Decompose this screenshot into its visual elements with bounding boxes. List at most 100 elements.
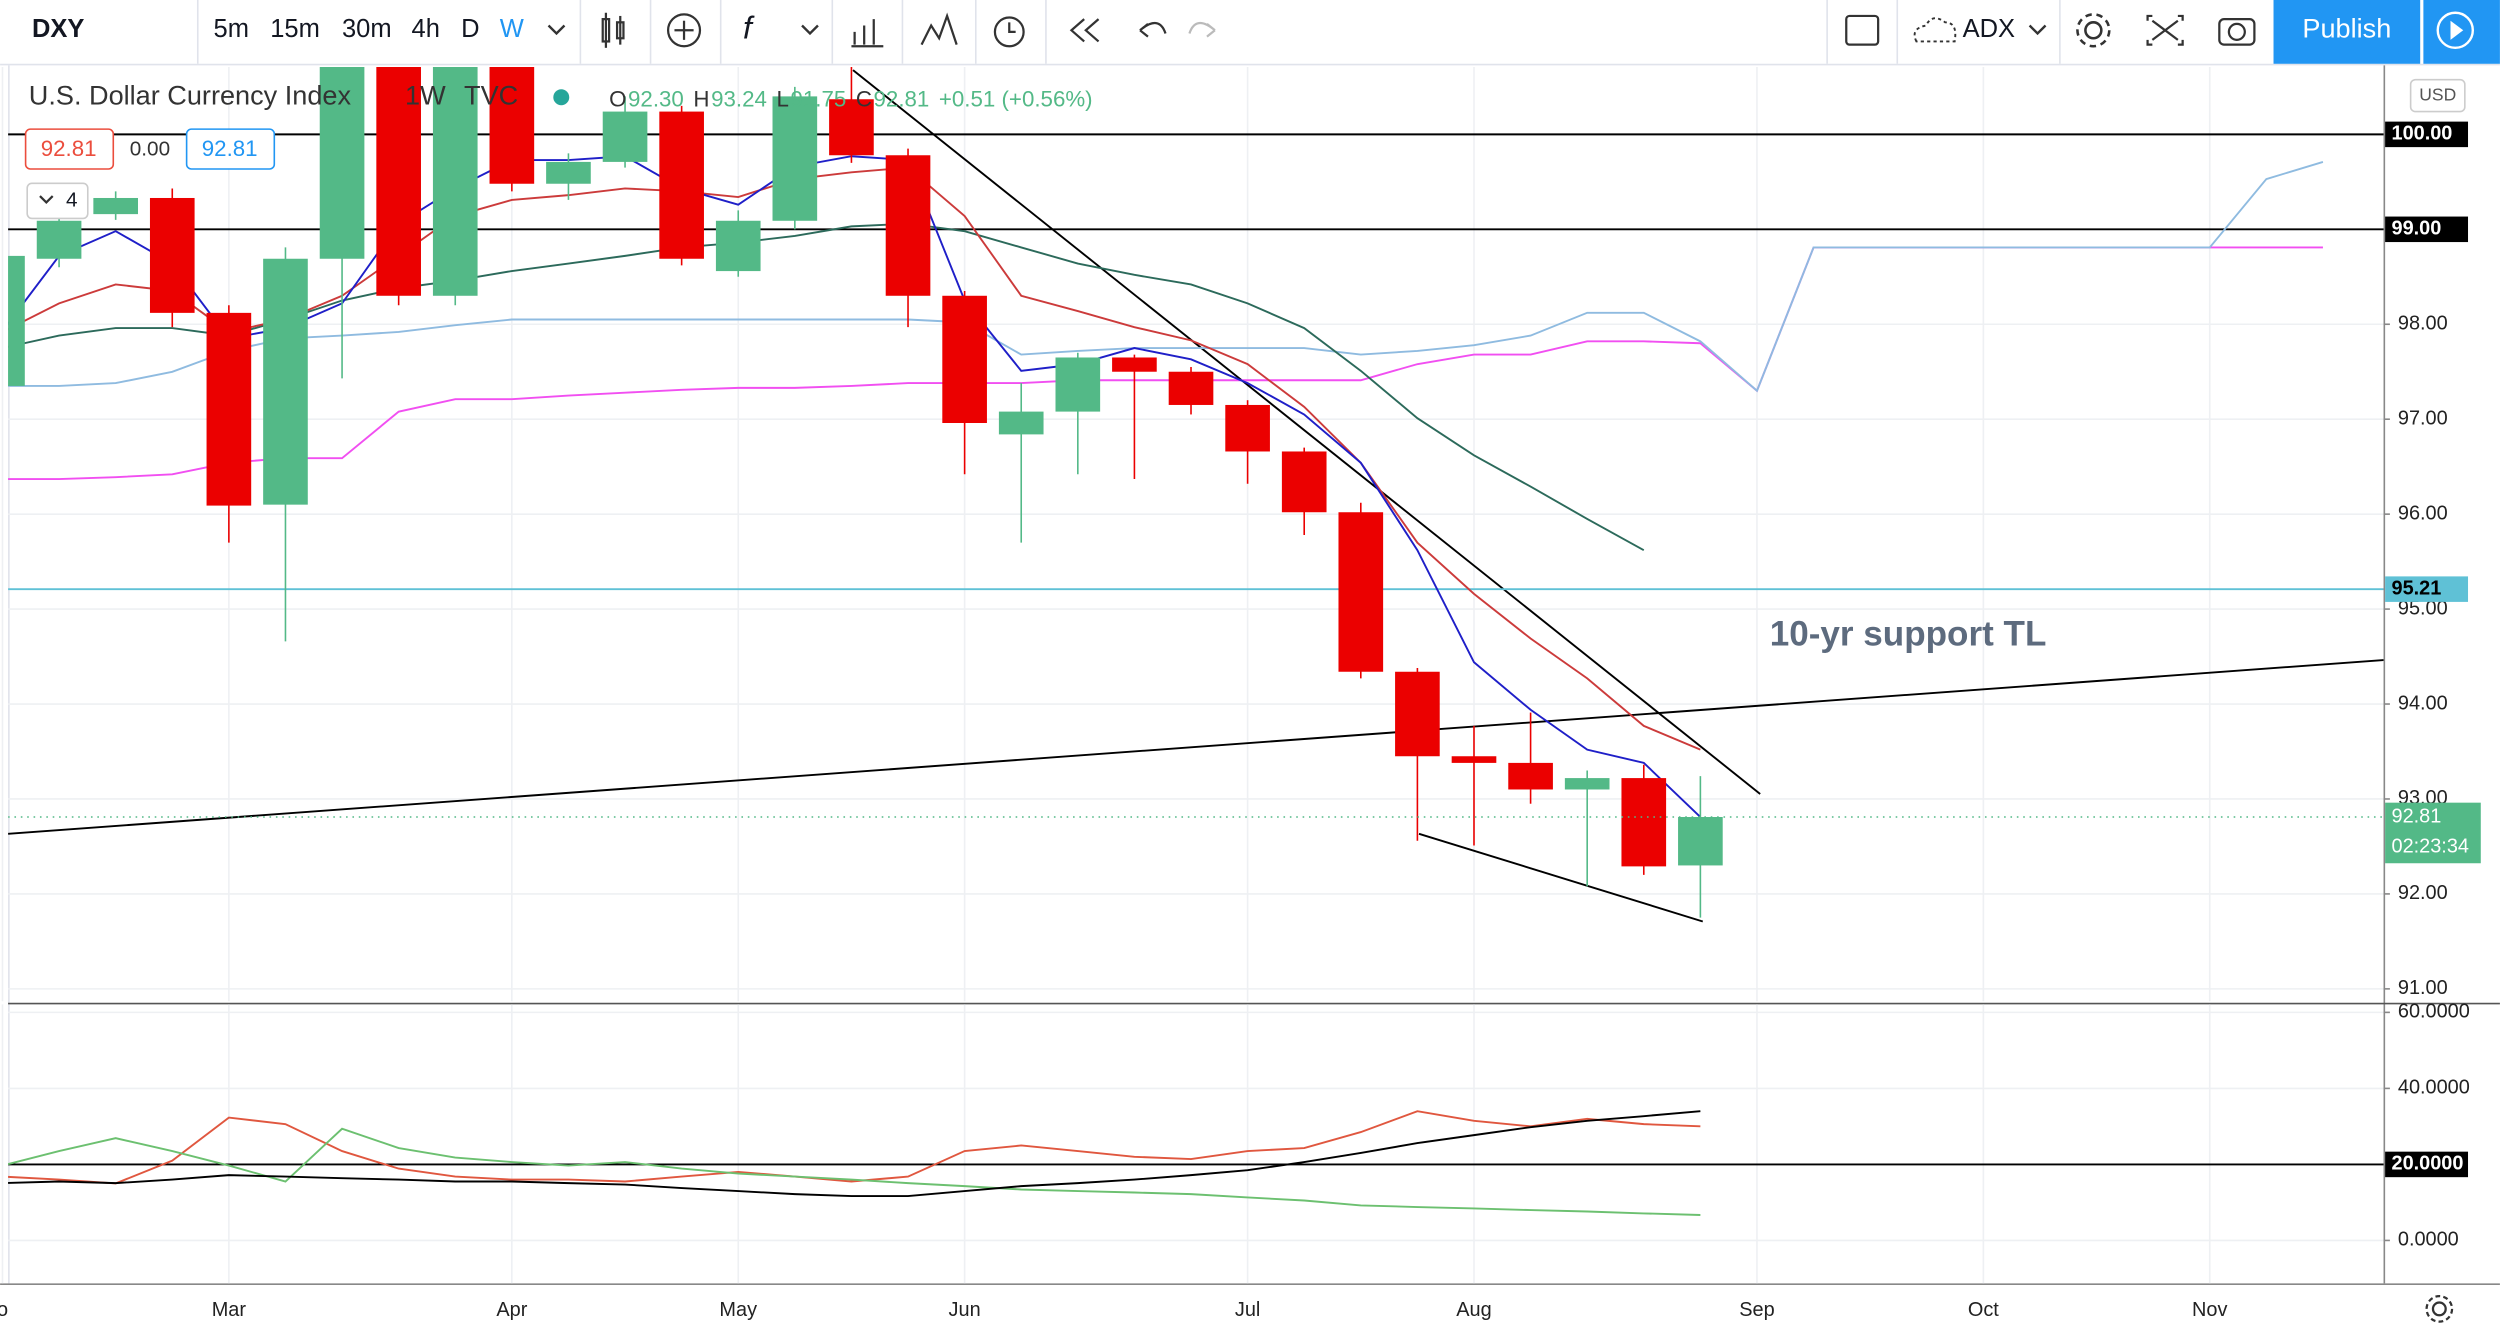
- candle-body: [8, 255, 25, 386]
- compare-icon[interactable]: [851, 19, 884, 48]
- candle-body: [602, 111, 648, 162]
- candle-body: [1338, 512, 1384, 672]
- candle-body: [659, 111, 704, 259]
- legend-title: U.S. Dollar Currency Index: [29, 79, 352, 110]
- y-tick-label: 98.00: [2398, 313, 2448, 335]
- main-plot: [8, 66, 2384, 923]
- publish-button[interactable]: [2273, 0, 2421, 64]
- adx-line: [8, 1110, 1701, 1197]
- candle-body: [1451, 756, 1497, 763]
- interval-active[interactable]: W: [500, 15, 524, 43]
- dropdown-icon[interactable]: [547, 24, 566, 36]
- interval[interactable]: 30m: [342, 15, 392, 43]
- x-tick-label: o: [0, 1299, 8, 1321]
- x-tick-label: Sep: [1739, 1299, 1774, 1321]
- symbol[interactable]: DXY: [32, 15, 84, 43]
- candle-body: [432, 66, 478, 296]
- bid-box: [24, 128, 115, 170]
- ohlc-key: O: [609, 86, 626, 111]
- x-tick-label: Nov: [2192, 1299, 2227, 1321]
- candle-body: [319, 66, 365, 259]
- resistance-trendline: [852, 69, 1761, 795]
- x-tick-label: Apr: [496, 1299, 527, 1321]
- publish-label[interactable]: Publish: [2302, 12, 2391, 43]
- candle-body: [489, 66, 535, 184]
- last-price-label: 92.81: [2391, 805, 2441, 827]
- candle-body: [546, 161, 591, 184]
- currency: USD: [2419, 84, 2456, 104]
- candle-body: [1281, 451, 1327, 513]
- stream-button[interactable]: [2423, 0, 2500, 64]
- candle-body: [376, 66, 421, 296]
- interval[interactable]: 5m: [214, 15, 249, 43]
- adx-line: [8, 1127, 1701, 1216]
- price-label: 99.00: [2391, 218, 2441, 240]
- y-tick-label: 92.00: [2398, 882, 2448, 904]
- candle-body: [263, 258, 308, 505]
- axis-labels: oMarAprMayJunJulAugSepOctNov91.0092.0093…: [0, 121, 2481, 1321]
- layout-icon[interactable]: [1845, 14, 1880, 46]
- main-grid: [1, 66, 2384, 1002]
- settings-icon[interactable]: [2076, 13, 2111, 48]
- candle-body: [1055, 357, 1101, 412]
- interval[interactable]: 15m: [270, 15, 320, 43]
- alert-icon[interactable]: [993, 16, 1025, 48]
- indicator-toggle[interactable]: [26, 182, 89, 220]
- dropdown-icon[interactable]: [2028, 24, 2047, 36]
- replay-icon[interactable]: [1069, 18, 1100, 43]
- x-tick-label: Jun: [949, 1299, 981, 1321]
- toolbar-bg: [0, 0, 2500, 64]
- add-icon[interactable]: [666, 13, 702, 48]
- candle-body: [772, 96, 818, 221]
- y-tick-label: 94.00: [2398, 692, 2448, 714]
- candle-body: [149, 197, 195, 313]
- indicator-line: [8, 161, 2324, 393]
- cloud-icon[interactable]: [1913, 17, 1957, 43]
- candle-body: [942, 295, 987, 423]
- currency-box: [2409, 78, 2466, 113]
- snapshot-icon[interactable]: [2218, 18, 2256, 46]
- candle-body: [36, 220, 82, 259]
- candle-body: [1678, 817, 1723, 866]
- interval[interactable]: D: [461, 15, 479, 43]
- ohlc-key: H: [693, 86, 709, 111]
- x-tick-label: May: [719, 1299, 757, 1321]
- redo-icon: [1188, 22, 1216, 38]
- indicator-name[interactable]: ADX: [1963, 15, 2015, 43]
- candle-body: [715, 220, 761, 272]
- x-tick-label: Mar: [212, 1299, 247, 1321]
- y-tick-label: 91.00: [2398, 977, 2448, 999]
- y-tick-label: 97.00: [2398, 407, 2448, 429]
- candle-body: [998, 411, 1044, 435]
- ohlc-key: C: [856, 86, 872, 111]
- settings-corner-icon[interactable]: [2425, 1295, 2454, 1323]
- market-status: [553, 89, 570, 106]
- templates-icon[interactable]: [920, 12, 958, 46]
- legend-ohlc: O 92.30 H 93.24 L 91.75 C 92.81 +0.51 (+0.56%): [609, 86, 1093, 111]
- toolbar: DXY 5m 15m 30m 4h D W f ADX: [0, 0, 2500, 66]
- chart-type-icon[interactable]: [601, 12, 625, 48]
- y-tick-label: 60.0000: [2398, 1001, 2470, 1023]
- collapse-icon[interactable]: [39, 195, 54, 205]
- candle-body: [93, 197, 138, 215]
- candle-body: [885, 155, 931, 296]
- support-trendline: [8, 659, 2384, 835]
- legend: U.S. Dollar Currency Index 1W TVC O 92.30…: [24, 78, 2466, 220]
- play-triangle: [2450, 20, 2464, 40]
- dropdown-icon[interactable]: [801, 24, 819, 36]
- undo-icon[interactable]: [1139, 22, 1167, 38]
- play-icon[interactable]: [2436, 11, 2475, 50]
- indicator-count[interactable]: 4: [66, 188, 78, 211]
- y-tick-label: 40.0000: [2398, 1077, 2470, 1099]
- candle-body: [206, 312, 252, 506]
- interval[interactable]: 4h: [412, 15, 440, 43]
- candle-body: [1225, 404, 1270, 452]
- adx-line: [8, 1110, 1701, 1185]
- adx-plot: [8, 1110, 2384, 1216]
- fullscreen-icon[interactable]: [2146, 14, 2184, 46]
- ohlc-value: 91.75: [790, 86, 846, 111]
- ohlc-change: +0.51 (+0.56%): [939, 86, 1093, 111]
- candle-body: [1112, 357, 1157, 372]
